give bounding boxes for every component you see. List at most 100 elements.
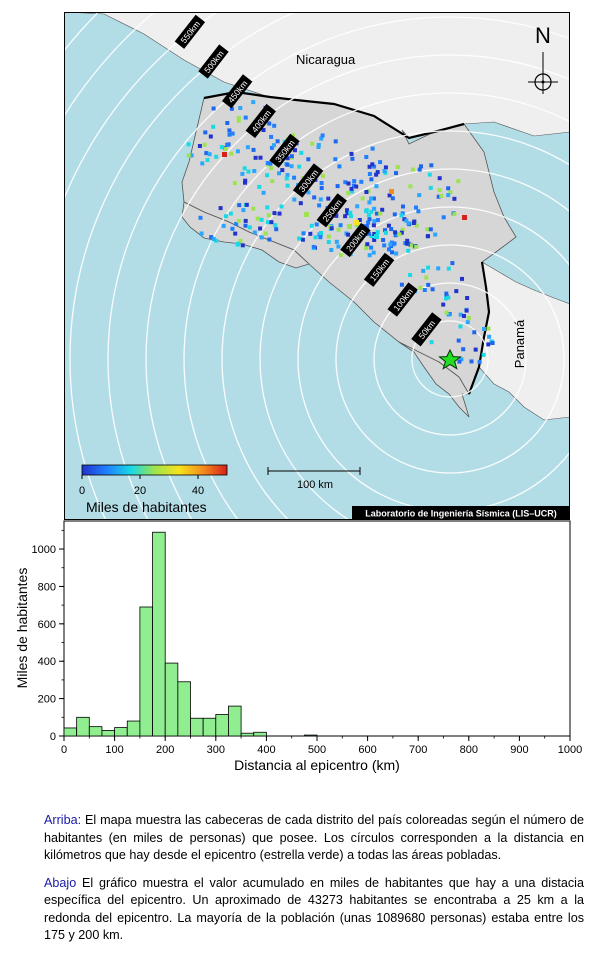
district-dot [272, 211, 277, 216]
district-dot [311, 244, 316, 249]
district-dot [214, 238, 219, 243]
district-dot [211, 106, 216, 111]
district-dot [258, 226, 263, 231]
district-dot [246, 169, 251, 174]
district-dot [230, 131, 235, 136]
district-dot [481, 352, 486, 357]
district-dot [265, 161, 270, 166]
caption-bottom: Abajo El gráfico muestra el valor acumul… [44, 875, 584, 945]
district-dot [399, 282, 404, 287]
district-dot [343, 214, 348, 219]
district-dot [441, 215, 446, 220]
district-dot [205, 158, 210, 162]
district-dot [334, 213, 339, 218]
district-dot [406, 248, 411, 253]
district-dot [229, 151, 234, 156]
district-dot [427, 172, 432, 177]
district-dot [383, 230, 388, 235]
district-dot [333, 157, 338, 162]
district-dot [397, 232, 402, 237]
district-dot [203, 130, 208, 135]
district-dot [244, 202, 249, 207]
district-dot [280, 168, 285, 173]
district-dot [393, 230, 398, 235]
y-tick-label: 200 [38, 694, 56, 706]
district-dot [359, 179, 364, 184]
district-dot [292, 175, 297, 180]
map-panel: 50km 100km 150km 200km 250km 300km 350km 400km 4… [64, 12, 570, 520]
district-dot [490, 341, 495, 345]
district-dot [392, 241, 397, 246]
district-dot [374, 211, 379, 216]
district-dot [452, 212, 457, 217]
district-dot [444, 310, 449, 315]
district-dot [399, 213, 404, 218]
district-dot [319, 181, 324, 185]
distance-ring [69, 12, 297, 520]
district-dot [426, 282, 431, 287]
district-dot [418, 285, 423, 290]
district-dot [306, 190, 311, 195]
x-tick-label: 500 [308, 744, 326, 756]
district-dot [425, 227, 430, 232]
district-dot [266, 213, 271, 218]
district-dot [354, 184, 359, 189]
district-dot [436, 194, 441, 199]
district-dot [277, 211, 282, 216]
caption-top-head: Arriba: [44, 813, 82, 827]
district-dot [251, 206, 256, 211]
epicenter-star [438, 348, 462, 370]
x-tick-label: 800 [460, 744, 478, 756]
district-dot [408, 273, 413, 277]
district-dot [372, 206, 377, 211]
district-dot [243, 115, 248, 120]
north-arrow: N [528, 23, 558, 94]
district-dot [252, 230, 257, 235]
osa-peninsula [398, 341, 470, 418]
district-dot [399, 230, 404, 235]
district-dot [298, 201, 303, 206]
district-dot [285, 173, 290, 177]
district-dot [318, 235, 323, 240]
district-dot [419, 164, 423, 169]
district-dot [486, 342, 491, 347]
district-dot [367, 164, 372, 169]
distance-ring [145, 54, 570, 520]
histogram-bar [101, 729, 115, 737]
district-dot [243, 223, 248, 228]
histogram-bar [240, 732, 255, 737]
district-dot [289, 154, 294, 159]
district-dot [243, 180, 247, 185]
district-dot [439, 194, 444, 198]
district-dot [460, 276, 464, 281]
district-dot [401, 204, 405, 209]
district-dot [367, 172, 372, 176]
district-dot [364, 246, 369, 250]
district-dot [334, 239, 339, 244]
district-dot [237, 203, 242, 208]
district-dot [218, 206, 223, 211]
histogram-bar [215, 714, 229, 737]
y-tick-label: 400 [38, 656, 56, 668]
district-dot [269, 220, 274, 225]
district-dot [426, 265, 431, 270]
district-dot [274, 227, 279, 232]
district-dot [306, 157, 311, 162]
district-dot [375, 230, 380, 235]
district-dot [392, 212, 397, 217]
district-dot [381, 238, 386, 242]
district-dot [464, 308, 469, 313]
district-dot [437, 188, 442, 193]
district-dot [313, 235, 318, 240]
district-dot [366, 212, 371, 217]
district-dot [394, 171, 398, 176]
district-dot [446, 186, 451, 191]
district-dot [473, 347, 478, 352]
histogram-bar [253, 731, 267, 737]
district-dot [378, 160, 383, 165]
district-dot [355, 204, 360, 209]
district-dot [338, 252, 343, 257]
histogram-bar [202, 717, 217, 737]
district-dot [428, 227, 433, 232]
district-dot [241, 208, 246, 213]
